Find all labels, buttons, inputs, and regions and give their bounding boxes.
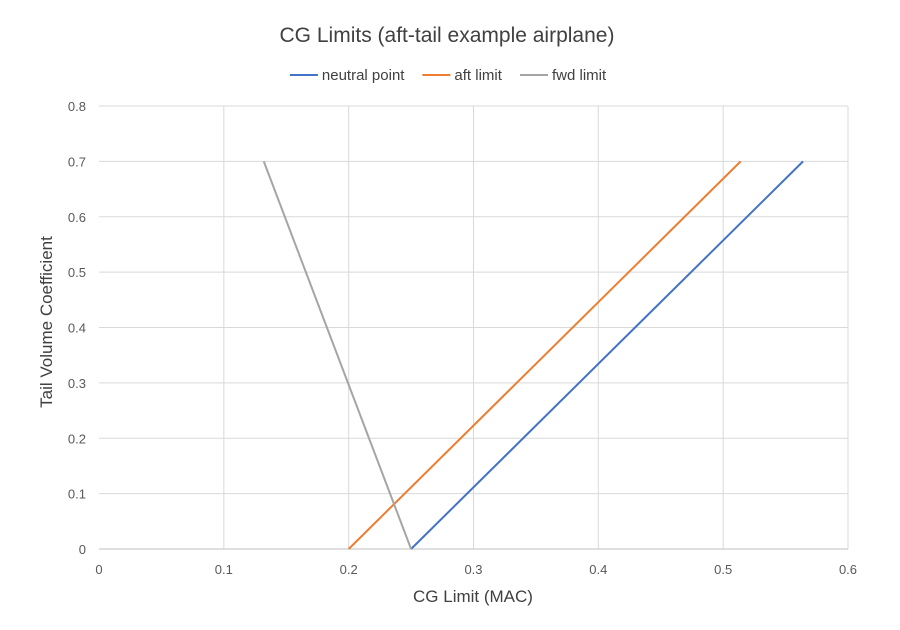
legend-label: neutral point [322, 67, 405, 84]
y-tick-label: 0.3 [68, 376, 86, 391]
y-tick-label: 0 [79, 542, 86, 557]
series-line-neutral-point [410, 160, 804, 550]
y-tick-label: 0.8 [68, 99, 86, 114]
legend-label: fwd limit [552, 67, 607, 84]
x-tick-label: 0.3 [464, 562, 482, 577]
x-tick-label: 0.4 [589, 562, 607, 577]
x-tick-labels: 0 0.1 0.2 0.3 0.4 0.5 0.6 [95, 562, 857, 577]
series-line-aft-limit [347, 160, 742, 550]
y-tick-label: 0.5 [68, 265, 86, 280]
legend-item: neutral point [289, 67, 405, 84]
x-tick-label: 0.5 [714, 562, 732, 577]
legend-item: aft limit [422, 67, 503, 84]
x-tick-label: 0.1 [215, 562, 233, 577]
y-tick-label: 0.7 [68, 154, 86, 169]
y-tick-label: 0.1 [68, 487, 86, 502]
y-tick-label: 0.4 [68, 321, 86, 336]
legend-label: aft limit [454, 67, 502, 84]
x-tick-label: 0.6 [839, 562, 857, 577]
legend: neutral point aft limit fwd limit [289, 67, 607, 84]
y-tick-label: 0.6 [68, 210, 86, 225]
series-layer [262, 160, 804, 550]
y-gridlines [99, 105, 848, 495]
legend-item: fwd limit [520, 67, 607, 84]
chart-title: CG Limits (aft-tail example airplane) [280, 24, 615, 47]
x-tick-label: 0 [95, 562, 102, 577]
y-axis-label: Tail Volume Coefficient [37, 236, 56, 408]
y-tick-label: 0.2 [68, 431, 86, 446]
series-line-fwd-limit [262, 161, 413, 550]
x-tick-label: 0.2 [340, 562, 358, 577]
y-tick-labels: 0 0.1 0.2 0.3 0.4 0.5 0.6 0.7 0.8 [68, 99, 86, 557]
x-axis-label: CG Limit (MAC) [413, 587, 533, 606]
